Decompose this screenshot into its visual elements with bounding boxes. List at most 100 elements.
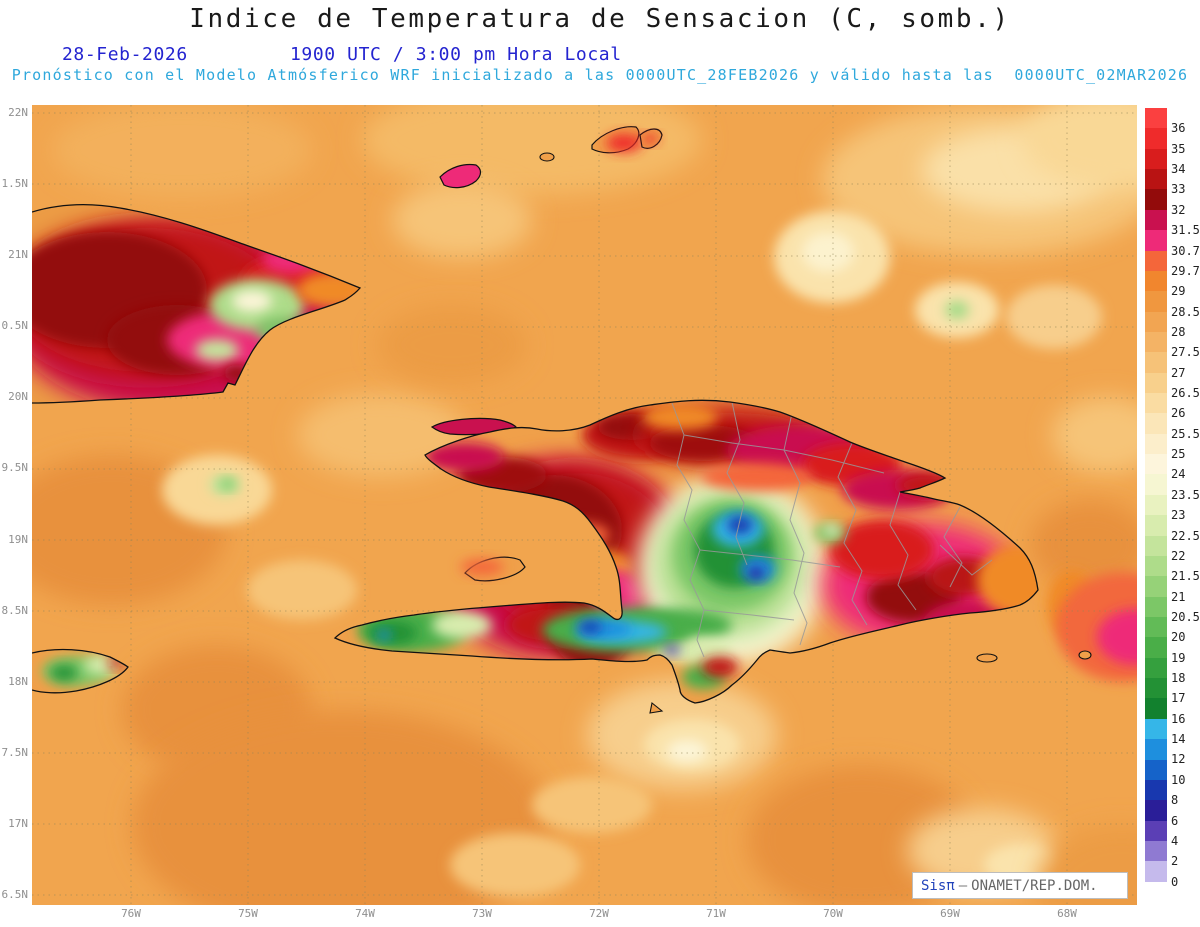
province-borders [671, 401, 993, 658]
lon-tick-label: 68W [1057, 907, 1077, 920]
legend-value-label: 20.5 [1171, 609, 1200, 624]
legend-color-box [1145, 759, 1167, 780]
legend-color-box [1145, 169, 1167, 190]
map-frame [0, 85, 1200, 927]
legend-value-label: 12 [1171, 752, 1186, 767]
legend-value-label: 8 [1171, 793, 1179, 808]
legend-color-box [1145, 352, 1167, 373]
lon-axis: 76W 75W 74W 73W 72W 71W 70W 69W 68W [0, 903, 1200, 925]
lat-tick-label: 9.5N [1, 461, 29, 475]
legend-color-bar [1145, 108, 1167, 903]
legend-color-box [1145, 291, 1167, 312]
legend-color-box [1145, 413, 1167, 434]
legend-value-label: 23.5 [1171, 487, 1200, 502]
turks-caicos-islands [439, 126, 663, 189]
legend-value-label: 16 [1171, 711, 1186, 726]
legend-color-box [1145, 108, 1167, 129]
lon-tick-label: 75W [238, 907, 258, 920]
legend-value-label: 2 [1171, 854, 1179, 869]
lat-tick-label: 18N [8, 674, 28, 688]
legend-color-box [1145, 861, 1167, 882]
legend-value-label: 4 [1171, 833, 1179, 848]
legend-color-box [1145, 270, 1167, 292]
legend-value-label: 28.5 [1171, 304, 1200, 319]
legend-color-box [1145, 820, 1167, 841]
lon-tick-label: 70W [823, 907, 843, 920]
legend-color-box [1145, 779, 1167, 801]
legend-value-label: 6 [1171, 813, 1179, 828]
mona-island [1078, 650, 1092, 660]
legend-value-label: 22 [1171, 548, 1186, 563]
legend-color-box [1145, 474, 1167, 495]
legend-color-box [1145, 515, 1167, 536]
beata-island [649, 702, 664, 714]
legend-value-label: 29.7 [1171, 263, 1200, 278]
lat-tick-label: 21N [8, 248, 28, 262]
lat-tick-label: 7.5N [1, 745, 29, 759]
onamet-credit: ONAMET/REP.DOM. [971, 877, 1098, 894]
lat-tick-label: 17N [8, 816, 28, 830]
legend-color-box [1145, 128, 1167, 149]
legend-color-box [1145, 698, 1167, 719]
legend-color-box [1145, 678, 1167, 699]
legend-value-label: 33 [1171, 182, 1186, 197]
lat-tick-label: 6.5N [1, 887, 29, 901]
lat-tick-label: 0.5N [1, 319, 29, 333]
legend-value-label: 24 [1171, 467, 1186, 482]
legend-color-box [1145, 555, 1167, 577]
legend-color-box [1145, 576, 1167, 597]
legend-value-label: 30.7 [1171, 243, 1200, 258]
legend-color-box [1145, 739, 1167, 760]
legend-color-box [1145, 250, 1167, 271]
legend-color-box [1145, 331, 1167, 353]
legend-value-label: 34 [1171, 162, 1186, 177]
legend-value-label: 0 [1171, 874, 1179, 889]
legend-value-label: 21 [1171, 589, 1186, 604]
sis-logo: Sisπ [921, 877, 955, 894]
legend-value-label: 26.5 [1171, 386, 1200, 401]
legend-color-box [1145, 393, 1167, 414]
legend-value-label: 27 [1171, 365, 1186, 380]
legend-color-box [1145, 596, 1167, 617]
legend-color-box [1145, 718, 1167, 740]
legend-color-box [1145, 311, 1167, 332]
branding-box: Sisπ — ONAMET/REP.DOM. [912, 872, 1128, 899]
legend-value-label: 25 [1171, 447, 1186, 462]
legend-color-box [1145, 637, 1167, 658]
legend-value-label: 35 [1171, 141, 1186, 156]
forecast-date: 28-Feb-2026 [62, 44, 188, 65]
legend-value-label: 27.5 [1171, 345, 1200, 360]
legend-value-label: 31.5 [1171, 223, 1200, 238]
model-run-info: Pronóstico con el Modelo Atmósferico WRF… [11, 66, 1189, 84]
legend-value-label: 18 [1171, 671, 1186, 686]
legend-value-label: 14 [1171, 732, 1186, 747]
legend-value-label: 21.5 [1171, 569, 1200, 584]
legend-color-box [1145, 209, 1167, 231]
page-title: Indice de Temperatura de Sensacion (C, s… [189, 4, 1011, 34]
lat-tick-label: 22N [8, 106, 28, 119]
legend-labels: 36 35 34 33 32 31.5 30.7 29.7 29 28.5 28 27.5 27 26.5… [1171, 108, 1200, 902]
legend-color-box [1145, 881, 1167, 903]
legend-value-label: 22.5 [1171, 528, 1200, 543]
legend-value-label: 28 [1171, 324, 1186, 339]
legend-color-box [1145, 657, 1167, 679]
legend-color-box [1145, 840, 1167, 862]
legend-color-box [1145, 454, 1167, 475]
legend-value-label: 17 [1171, 691, 1186, 706]
lon-tick-label: 76W [121, 907, 141, 920]
legend-color-box [1145, 148, 1167, 170]
saona-island [976, 653, 998, 663]
lon-tick-label: 73W [472, 907, 492, 920]
legend-value-label: 25.5 [1171, 426, 1200, 441]
legend-color-box [1145, 189, 1167, 210]
lon-tick-label: 71W [706, 907, 726, 920]
legend-value-label: 10 [1171, 772, 1186, 787]
lon-tick-label: 72W [589, 907, 609, 920]
legend-value-label: 29 [1171, 284, 1186, 299]
lat-axis: 22N 1.5N 21N 0.5N 20N 9.5N 19N 8.5N 18N 7.5N 17N 6.… [0, 0, 29, 927]
legend-value-label: 20 [1171, 630, 1186, 645]
legend-color-box [1145, 494, 1167, 516]
legend-value-label: 23 [1171, 508, 1186, 523]
branding-separator: — [958, 877, 968, 894]
